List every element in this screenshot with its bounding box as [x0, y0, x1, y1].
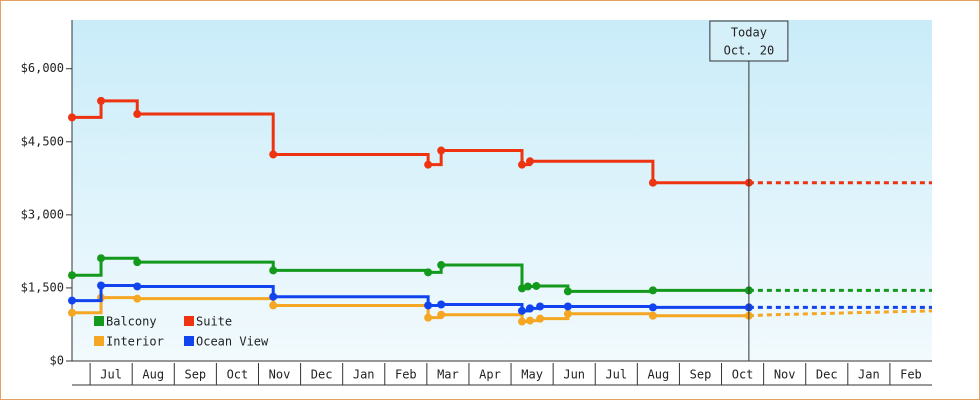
point [517, 317, 526, 326]
point [563, 309, 572, 318]
y-tick-label: $6,000 [21, 61, 64, 75]
point [269, 292, 278, 301]
x-tick-label: Dec [311, 368, 333, 382]
point [517, 306, 526, 315]
point [525, 316, 534, 325]
point [133, 294, 142, 303]
today-label: Oct. 20 [724, 44, 775, 58]
x-tick-label: Apr [479, 368, 501, 382]
x-tick-label: Sep [690, 368, 712, 382]
point [68, 308, 76, 317]
forecast-line [748, 309, 933, 318]
y-tick-label: $4,500 [21, 134, 64, 148]
step-line [72, 99, 749, 185]
x-tick-label: Oct [227, 368, 249, 382]
point [536, 302, 545, 311]
point [269, 301, 278, 310]
point [525, 157, 534, 166]
point [648, 311, 657, 320]
plot-area [72, 20, 932, 361]
x-tick-label: Aug [142, 368, 164, 382]
point [523, 282, 532, 291]
point [68, 296, 76, 305]
point [648, 178, 657, 187]
today-box [709, 20, 789, 62]
x-tick-label: Dec [816, 368, 838, 382]
point [68, 271, 76, 280]
legend-label: Interior [106, 335, 164, 349]
point [424, 313, 433, 322]
point [648, 286, 657, 295]
legend-swatch [184, 336, 194, 346]
x-tick-label: May [521, 368, 543, 382]
y-tick-label: $1,500 [21, 280, 64, 294]
y-tick-label: $3,000 [21, 207, 64, 221]
x-tick-label: Feb [900, 368, 922, 382]
point [133, 110, 142, 119]
point [133, 258, 142, 267]
x-tick-label: Feb [395, 368, 417, 382]
point [269, 266, 278, 275]
legend-label: Balcony [106, 315, 157, 329]
point [532, 281, 541, 290]
point [424, 268, 433, 277]
point [269, 150, 278, 159]
point [536, 314, 545, 323]
x-tick-label: Jan [353, 368, 375, 382]
today-label: Today [731, 26, 767, 40]
point [97, 281, 106, 290]
point [133, 282, 142, 291]
point [424, 301, 433, 310]
x-tick-label: Nov [269, 368, 291, 382]
legend-swatch [94, 316, 104, 326]
point [517, 160, 526, 169]
point [437, 261, 446, 270]
x-tick-label: Aug [648, 368, 670, 382]
point [525, 304, 534, 313]
point [563, 302, 572, 311]
y-tick-label: $0 [50, 354, 64, 368]
x-tick-label: Nov [774, 368, 796, 382]
legend-swatch [94, 336, 104, 346]
point [437, 146, 446, 155]
legend-label: Ocean View [196, 335, 269, 349]
point [68, 113, 76, 122]
point [437, 300, 446, 309]
point [97, 96, 106, 105]
x-tick-label: Jan [858, 368, 880, 382]
x-tick-label: Mar [437, 368, 459, 382]
legend-swatch [184, 316, 194, 326]
x-tick-label: Jul [100, 368, 122, 382]
x-tick-label: Jul [605, 368, 627, 382]
point [97, 254, 106, 263]
point [424, 160, 433, 169]
point [648, 303, 657, 312]
point [563, 287, 572, 296]
x-tick-label: Sep [184, 368, 206, 382]
x-tick-label: Oct [732, 368, 754, 382]
x-tick-label: Jun [563, 368, 585, 382]
legend-label: Suite [196, 315, 232, 329]
point [437, 310, 446, 319]
